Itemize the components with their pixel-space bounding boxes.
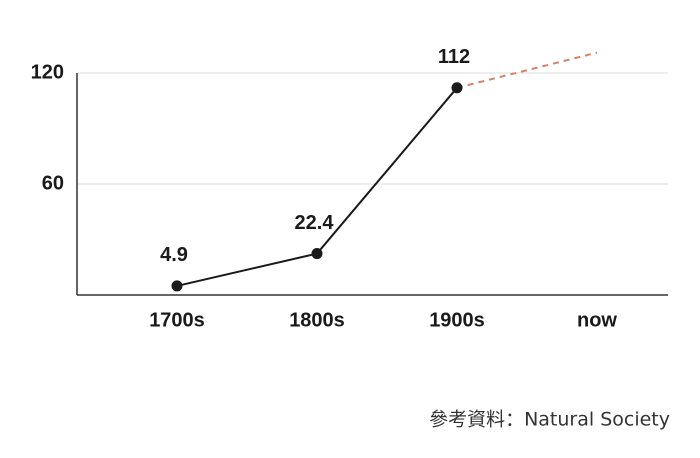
data-label: 112 — [438, 46, 470, 68]
data-label: 22.4 — [295, 212, 335, 234]
y-tick-label: 60 — [42, 172, 64, 194]
point — [311, 248, 323, 260]
x-tick-label: now — [577, 309, 617, 331]
point — [451, 82, 463, 94]
source-note: 參考資料：Natural Society — [429, 409, 670, 431]
x-tick-label: 1700s — [149, 309, 205, 331]
y-tick-label: 120 — [31, 61, 64, 83]
data-label: 4.9 — [160, 244, 188, 266]
projection-line — [456, 51, 598, 89]
x-tick-label: 1900s — [429, 309, 485, 331]
point — [171, 280, 183, 292]
x-tick-label: 1800s — [289, 309, 345, 331]
